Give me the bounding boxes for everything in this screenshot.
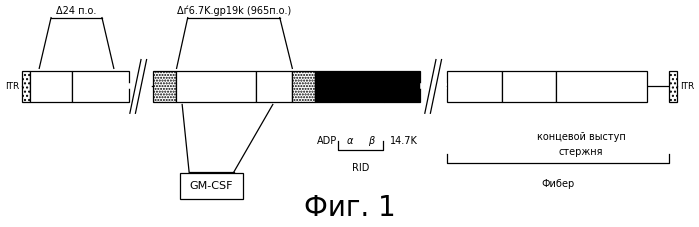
Text: α: α — [346, 136, 353, 146]
Bar — [501, 71, 556, 102]
Bar — [556, 71, 647, 102]
Bar — [315, 71, 340, 102]
Text: ITR: ITR — [680, 82, 694, 91]
Bar — [72, 71, 129, 102]
Text: концевой выступ: концевой выступ — [537, 132, 626, 142]
Bar — [359, 71, 384, 102]
Text: RID: RID — [352, 163, 369, 173]
Text: стержня: стержня — [559, 147, 603, 157]
Bar — [30, 71, 72, 102]
Bar — [447, 71, 501, 102]
Bar — [176, 71, 256, 102]
Bar — [292, 71, 315, 102]
Bar — [153, 71, 176, 102]
Text: GM-CSF: GM-CSF — [189, 181, 233, 191]
Text: Δ24 п.о.: Δ24 п.о. — [56, 7, 96, 17]
Bar — [22, 71, 30, 102]
Text: Δѓ6.7K.gp19k (965п.о.): Δѓ6.7K.gp19k (965п.о.) — [178, 6, 291, 17]
Bar — [384, 71, 420, 102]
Text: ITR: ITR — [5, 82, 19, 91]
Text: Фибер: Фибер — [541, 179, 575, 189]
Text: ADP: ADP — [317, 136, 338, 146]
Text: β: β — [368, 136, 374, 146]
Text: Фиг. 1: Фиг. 1 — [303, 194, 396, 222]
Bar — [669, 71, 677, 102]
Text: 14.7K: 14.7K — [390, 136, 418, 146]
Bar — [180, 173, 243, 199]
Bar — [340, 71, 359, 102]
Bar — [256, 71, 292, 102]
